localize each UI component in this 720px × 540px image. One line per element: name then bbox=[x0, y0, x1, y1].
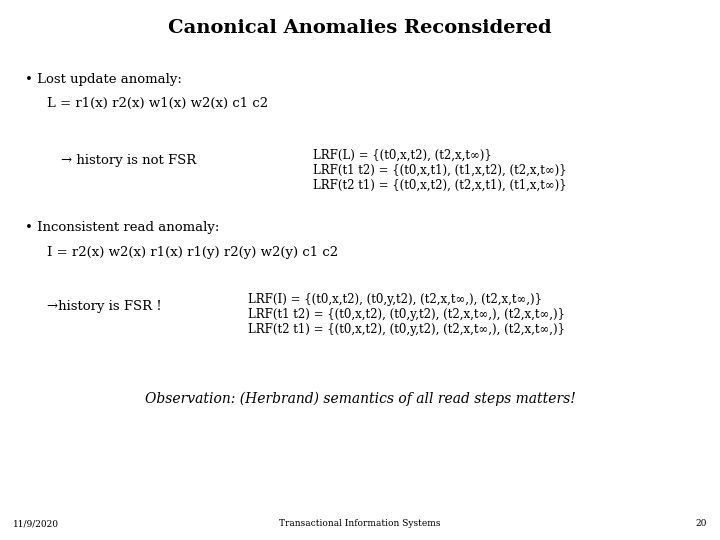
Text: • Inconsistent read anomaly:: • Inconsistent read anomaly: bbox=[25, 221, 220, 234]
Text: LRF(L) = {(t0,x,t2), (t2,x,t∞)}: LRF(L) = {(t0,x,t2), (t2,x,t∞)} bbox=[313, 148, 492, 161]
Text: Observation: (Herbrand) semantics of all read steps matters!: Observation: (Herbrand) semantics of all… bbox=[145, 392, 575, 406]
Text: • Lost update anomaly:: • Lost update anomaly: bbox=[25, 73, 182, 86]
Text: Canonical Anomalies Reconsidered: Canonical Anomalies Reconsidered bbox=[168, 19, 552, 37]
Text: LRF(t1 t2) = {(t0,x,t2), (t0,y,t2), (t2,x,t∞,), (t2,x,t∞,)}: LRF(t1 t2) = {(t0,x,t2), (t0,y,t2), (t2,… bbox=[248, 308, 565, 321]
Text: Transactional Information Systems: Transactional Information Systems bbox=[279, 519, 441, 528]
Text: LRF(t1 t2) = {(t0,x,t1), (t1,x,t2), (t2,x,t∞)}: LRF(t1 t2) = {(t0,x,t1), (t1,x,t2), (t2,… bbox=[313, 164, 567, 177]
Text: →history is FSR !: →history is FSR ! bbox=[47, 300, 161, 313]
Text: L = r1(x) r2(x) w1(x) w2(x) c1 c2: L = r1(x) r2(x) w1(x) w2(x) c1 c2 bbox=[47, 97, 268, 110]
Text: 11/9/2020: 11/9/2020 bbox=[13, 519, 59, 528]
Text: LRF(t2 t1) = {(t0,x,t2), (t2,x,t1), (t1,x,t∞)}: LRF(t2 t1) = {(t0,x,t2), (t2,x,t1), (t1,… bbox=[313, 179, 567, 192]
Text: → history is not FSR: → history is not FSR bbox=[61, 154, 197, 167]
Text: 20: 20 bbox=[696, 519, 707, 528]
Text: LRF(t2 t1) = {(t0,x,t2), (t0,y,t2), (t2,x,t∞,), (t2,x,t∞,)}: LRF(t2 t1) = {(t0,x,t2), (t0,y,t2), (t2,… bbox=[248, 323, 565, 336]
Text: I = r2(x) w2(x) r1(x) r1(y) r2(y) w2(y) c1 c2: I = r2(x) w2(x) r1(x) r1(y) r2(y) w2(y) … bbox=[47, 246, 338, 259]
Text: LRF(I) = {(t0,x,t2), (t0,y,t2), (t2,x,t∞,), (t2,x,t∞,)}: LRF(I) = {(t0,x,t2), (t0,y,t2), (t2,x,t∞… bbox=[248, 293, 542, 306]
